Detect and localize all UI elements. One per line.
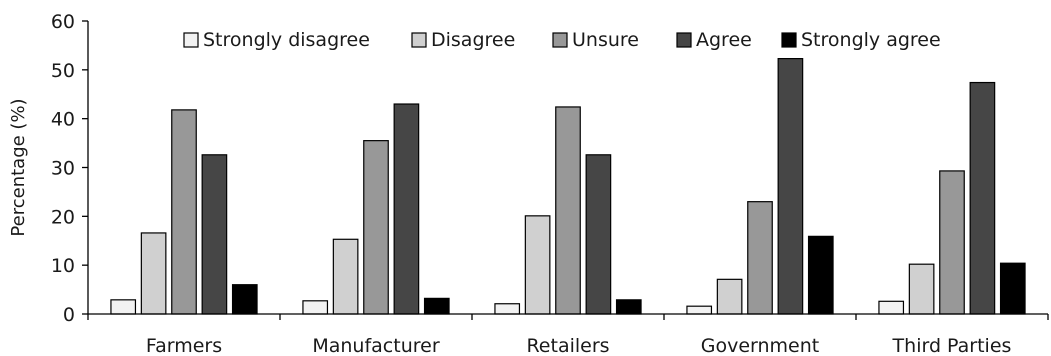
bar-manufacturer-unsure: [363, 140, 389, 315]
y-tick-label-50: 50: [51, 60, 75, 82]
legend-label-strongly-disagree: Strongly disagree: [203, 29, 370, 51]
bar-retailers-disagree: [524, 215, 551, 315]
bar-retailers-unsure: [555, 106, 581, 315]
legend-swatch-strongly-disagree: [183, 32, 199, 48]
x-tick-label-retailers: Retailers: [526, 335, 609, 356]
legend: Strongly disagree Disagree Unsure Agree Stro…: [183, 29, 941, 51]
bar-third-parties-strongly-agree: [999, 262, 1026, 315]
x-tick-label-third-parties: Third Parties: [892, 335, 1012, 356]
y-tick-label-10: 10: [51, 255, 75, 277]
bar-third-parties-unsure: [939, 170, 965, 315]
bar-retailers-strongly-agree: [615, 299, 642, 315]
legend-swatch-strongly-agree: [781, 32, 797, 48]
bar-manufacturer-disagree: [332, 238, 359, 315]
bars-layer: [110, 57, 1026, 315]
bar-farmers-unsure: [171, 109, 197, 315]
y-axis-title: Percentage (%): [8, 98, 29, 236]
bar-government-agree: [777, 57, 804, 315]
legend-label-disagree: Disagree: [431, 29, 515, 51]
bar-retailers-agree: [585, 154, 612, 315]
legend-label-strongly-agree: Strongly agree: [801, 29, 941, 51]
bar-third-parties-disagree: [908, 263, 935, 315]
y-tick-label-40: 40: [51, 109, 75, 131]
y-tick-label-0: 0: [63, 304, 75, 326]
bar-manufacturer-agree: [393, 103, 420, 315]
x-tick-label-government: Government: [701, 335, 820, 356]
y-tick-label-30: 30: [51, 158, 75, 180]
bar-government-unsure: [747, 201, 773, 315]
bar-farmers-disagree: [140, 232, 167, 315]
legend-swatch-disagree: [411, 32, 427, 48]
legend-swatch-unsure: [552, 32, 568, 48]
bar-government-strongly-agree: [807, 235, 834, 315]
bar-manufacturer-strongly-disagree: [302, 300, 329, 315]
bar-retailers-strongly-disagree: [494, 303, 521, 315]
bar-farmers-strongly-agree: [231, 284, 258, 315]
bar-third-parties-strongly-disagree: [878, 300, 905, 315]
bar-third-parties-agree: [969, 81, 996, 315]
bar-farmers-agree: [201, 154, 228, 315]
x-tick-label-manufacturer: Manufacturer: [312, 335, 439, 356]
bar-manufacturer-strongly-agree: [423, 297, 450, 315]
legend-swatch-agree: [676, 32, 692, 48]
y-tick-label-20: 20: [51, 206, 75, 228]
bar-government-strongly-disagree: [686, 305, 713, 315]
bar-government-disagree: [716, 278, 743, 315]
x-tick-label-farmers: Farmers: [146, 335, 222, 356]
bar-farmers-strongly-disagree: [110, 299, 137, 315]
legend-label-unsure: Unsure: [572, 29, 639, 51]
axes-layer: 0 10 20 30 40 50 60 Farmers Manufacturer Retailer…: [8, 11, 1049, 356]
legend-label-agree: Agree: [696, 29, 752, 51]
y-tick-label-60: 60: [51, 11, 75, 33]
